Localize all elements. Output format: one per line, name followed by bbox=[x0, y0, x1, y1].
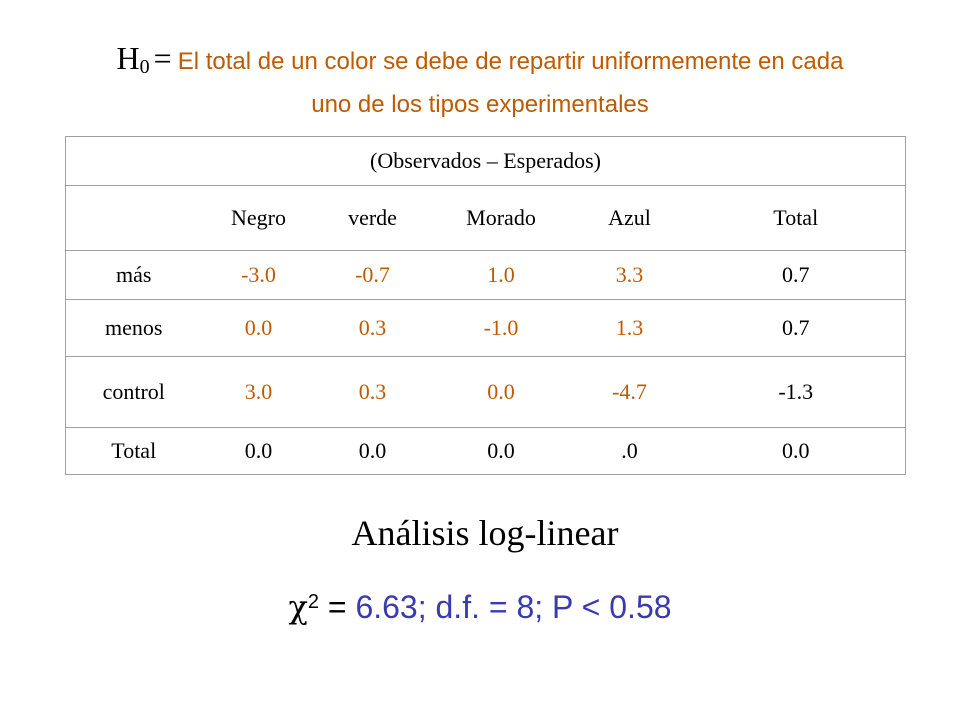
header-cell-verde: verde bbox=[315, 185, 430, 251]
table-cell: -1.0 bbox=[429, 299, 573, 357]
chi-symbol: χ bbox=[288, 588, 308, 626]
row-total: 0.7 bbox=[686, 299, 906, 357]
hypothesis-line2: uno de los tipos experimentales bbox=[311, 91, 649, 118]
chi-values: 6.63; d.f. = 8; P < 0.58 bbox=[355, 589, 672, 625]
table-cell: 0.0 bbox=[429, 356, 573, 428]
table-cell: -0.7 bbox=[315, 250, 430, 300]
table-cell: 0.0 bbox=[429, 427, 573, 475]
hypothesis-line1: El total de un color se debe de repartir… bbox=[177, 48, 844, 75]
analysis-heading: Análisis log-linear bbox=[351, 513, 619, 553]
row-label: más bbox=[65, 250, 202, 300]
table-cell: 0.0 bbox=[315, 427, 430, 475]
table-cell: -3.0 bbox=[201, 250, 316, 300]
header-cell-azul: Azul bbox=[572, 185, 687, 251]
h0-equals: = bbox=[153, 40, 172, 76]
table-title: (Observados – Esperados) bbox=[65, 136, 906, 186]
h0-subscript: 0 bbox=[139, 56, 150, 78]
chi-equals: = bbox=[318, 589, 356, 625]
chi-square-result: χ2 = 6.63; d.f. = 8; P < 0.58 bbox=[0, 588, 960, 626]
observed-expected-table: (Observados – Esperados) Negro verde Mor… bbox=[65, 136, 906, 475]
table-row: menos 0.0 0.3 -1.0 1.3 0.7 bbox=[65, 299, 906, 357]
header-cell-morado: Morado bbox=[429, 185, 573, 251]
chi-superscript: 2 bbox=[307, 591, 319, 613]
table-cell: 0.0 bbox=[201, 299, 316, 357]
row-label: menos bbox=[65, 299, 202, 357]
h0-letter: H bbox=[116, 40, 140, 76]
table-cell: 0.3 bbox=[315, 299, 430, 357]
row-label: Total bbox=[65, 427, 202, 475]
table-row: Total 0.0 0.0 0.0 .0 0.0 bbox=[65, 427, 906, 475]
table-row: más -3.0 -0.7 1.0 3.3 0.7 bbox=[65, 250, 906, 300]
table-cell: 1.3 bbox=[572, 299, 687, 357]
table-cell: 3.3 bbox=[572, 250, 687, 300]
table-row: control 3.0 0.3 0.0 -4.7 -1.3 bbox=[65, 356, 906, 428]
hypothesis-statement: H0 = El total de un color se debe de repar… bbox=[0, 38, 960, 123]
table-cell: 0.3 bbox=[315, 356, 430, 428]
header-cell-total: Total bbox=[686, 185, 906, 251]
table-cell: .0 bbox=[572, 427, 687, 475]
table-cell: -4.7 bbox=[572, 356, 687, 428]
row-total: 0.0 bbox=[686, 427, 906, 475]
table-header-row: Negro verde Morado Azul Total bbox=[65, 185, 906, 251]
table-cell: 0.0 bbox=[201, 427, 316, 475]
row-total: 0.7 bbox=[686, 250, 906, 300]
header-cell-negro: Negro bbox=[201, 185, 316, 251]
table-title-row: (Observados – Esperados) bbox=[65, 136, 906, 186]
row-total: -1.3 bbox=[686, 356, 906, 428]
table-cell: 1.0 bbox=[429, 250, 573, 300]
header-cell-empty bbox=[65, 185, 202, 251]
row-label: control bbox=[65, 356, 202, 428]
table-cell: 3.0 bbox=[201, 356, 316, 428]
h0-symbol: H0 bbox=[116, 40, 150, 78]
